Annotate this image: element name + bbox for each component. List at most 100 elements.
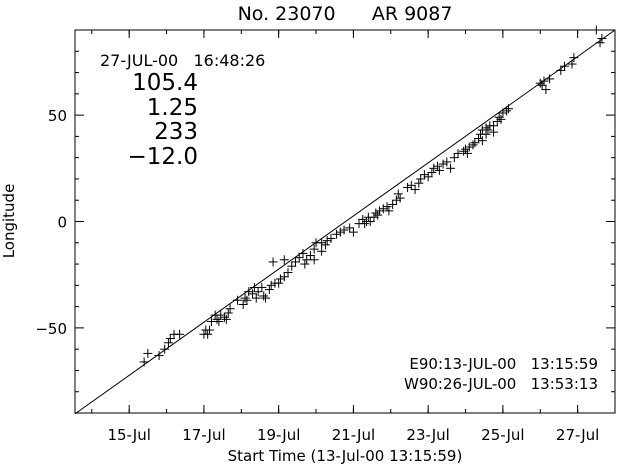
data-point xyxy=(462,148,472,158)
data-point xyxy=(287,261,297,271)
data-point xyxy=(492,116,502,126)
data-point xyxy=(378,204,388,214)
data-point xyxy=(470,138,480,148)
data-point xyxy=(219,312,229,322)
y-tick-label: 0 xyxy=(57,214,67,232)
data-point xyxy=(416,174,426,184)
data-point xyxy=(276,274,286,284)
data-point xyxy=(290,257,300,267)
data-point xyxy=(203,329,213,339)
data-point xyxy=(461,144,471,154)
data-point xyxy=(442,157,452,167)
data-point xyxy=(244,287,254,297)
data-point xyxy=(240,293,250,303)
data-point xyxy=(569,53,579,63)
data-point xyxy=(489,127,499,137)
data-point xyxy=(335,227,345,237)
data-point xyxy=(453,148,463,158)
data-point xyxy=(214,317,224,327)
data-point xyxy=(317,238,327,248)
data-point xyxy=(597,34,607,44)
annotation-value-3: 233 xyxy=(154,119,198,145)
x-tick-label: 27-Jul xyxy=(556,426,599,444)
data-point xyxy=(154,351,164,361)
annotation-w90: W90:26-JUL-00 13:53:13 xyxy=(404,375,598,393)
data-point xyxy=(371,208,381,218)
data-point xyxy=(498,108,508,118)
data-point xyxy=(175,329,185,339)
annotation-value-2: 1.25 xyxy=(147,95,198,121)
data-point xyxy=(358,214,368,224)
data-point xyxy=(395,193,405,203)
data-point xyxy=(474,134,484,144)
data-point xyxy=(279,272,289,282)
data-point xyxy=(257,282,267,292)
data-point xyxy=(248,289,258,299)
data-point xyxy=(496,114,506,124)
data-point xyxy=(317,246,327,256)
data-point xyxy=(432,161,442,171)
data-point xyxy=(483,125,493,135)
data-point xyxy=(274,278,284,288)
y-tick-label: 50 xyxy=(48,107,67,125)
data-point xyxy=(326,234,336,244)
data-point xyxy=(503,104,513,114)
data-point xyxy=(212,314,222,324)
data-point xyxy=(449,153,459,163)
data-point xyxy=(139,357,149,367)
x-tick-label: 15-Jul xyxy=(107,426,150,444)
annotation-value-1: 105.4 xyxy=(132,70,198,96)
data-point xyxy=(382,202,392,212)
data-point xyxy=(261,293,271,303)
data-point xyxy=(393,189,403,199)
data-point xyxy=(322,236,332,246)
x-axis-label: Start Time (13-Jul-00 13:15:59) xyxy=(228,447,463,465)
data-point xyxy=(264,285,274,295)
data-point xyxy=(541,85,551,95)
data-point xyxy=(216,310,226,320)
data-point xyxy=(360,219,370,229)
data-points xyxy=(139,25,607,367)
data-point xyxy=(233,295,243,305)
data-point xyxy=(365,217,375,226)
data-point xyxy=(160,344,170,354)
data-point xyxy=(259,291,269,301)
data-point xyxy=(268,257,278,267)
data-point xyxy=(339,225,349,235)
data-point xyxy=(434,165,444,175)
data-point xyxy=(567,59,577,69)
x-tick-label: 21-Jul xyxy=(332,426,375,444)
data-point xyxy=(242,295,252,305)
data-point xyxy=(223,308,233,318)
data-point xyxy=(468,140,478,150)
data-point xyxy=(298,248,308,258)
data-point xyxy=(320,240,330,250)
data-point xyxy=(373,210,383,220)
data-point xyxy=(332,229,342,239)
data-point xyxy=(225,304,235,314)
data-point xyxy=(438,159,448,169)
data-point xyxy=(537,80,547,90)
y-axis-ticks: −50 0 50 xyxy=(35,50,615,393)
x-tick-label: 19-Jul xyxy=(257,426,300,444)
data-point xyxy=(464,142,474,152)
data-point xyxy=(502,106,512,116)
data-point xyxy=(423,172,433,182)
data-point xyxy=(283,268,293,278)
data-point xyxy=(305,251,315,261)
x-tick-label: 23-Jul xyxy=(406,426,449,444)
data-point xyxy=(419,170,429,180)
data-point xyxy=(414,178,424,188)
data-point xyxy=(221,314,231,324)
data-point xyxy=(251,293,261,303)
data-point xyxy=(163,338,173,348)
data-point xyxy=(477,136,487,146)
data-point xyxy=(539,76,549,86)
x-axis-ticks: 15-Jul 17-Jul 19-Jul 21-Jul 23-Jul 25-Jul 27-J… xyxy=(91,30,616,444)
data-point xyxy=(143,348,153,358)
data-point xyxy=(375,206,385,216)
data-point xyxy=(309,244,319,254)
data-point xyxy=(384,206,394,216)
data-point xyxy=(595,38,605,48)
